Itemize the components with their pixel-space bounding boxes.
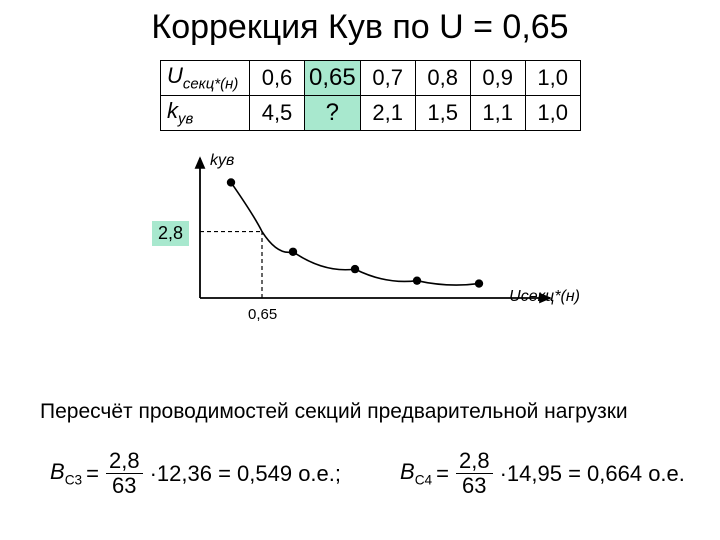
equation-bc4: BС4 = 2,8 63 ·14,95 = 0,664 о.е. bbox=[400, 450, 685, 497]
u-0.65: 0,65 bbox=[305, 61, 361, 96]
subtitle: Пересчёт проводимостей секций предварите… bbox=[40, 400, 680, 424]
k-0.6: 4,5 bbox=[250, 96, 305, 131]
y-annotation: 2,8 bbox=[152, 221, 189, 246]
equation-bc3: BС3 = 2,8 63 ·12,36 = 0,549 о.е.; bbox=[50, 450, 341, 497]
x-axis-label: Uсекц*(н) bbox=[509, 288, 580, 306]
y-axis-label: kув bbox=[210, 152, 234, 170]
k-1.0: 1,0 bbox=[525, 96, 580, 131]
row2-header: kув bbox=[161, 96, 250, 131]
u-0.7: 0,7 bbox=[360, 61, 415, 96]
page-title: Коррекция Кув по U = 0,65 bbox=[0, 8, 720, 47]
k-0.8: 1,5 bbox=[415, 96, 470, 131]
k-0.65: ? bbox=[305, 96, 361, 131]
row1-header: Uсекц*(н) bbox=[161, 61, 250, 96]
k-0.9: 1,1 bbox=[470, 96, 525, 131]
u-0.6: 0,6 bbox=[250, 61, 305, 96]
correction-table: Uсекц*(н) 0,6 0,65 0,7 0,8 0,9 1,0 kув 4… bbox=[160, 60, 581, 131]
x-tick-0.65: 0,65 bbox=[248, 306, 277, 323]
u-0.9: 0,9 bbox=[470, 61, 525, 96]
chart-area: kув Uсекц*(н) 2,8 0,65 bbox=[150, 148, 570, 338]
k-0.7: 2,1 bbox=[360, 96, 415, 131]
chart-svg bbox=[150, 148, 570, 338]
u-1.0: 1,0 bbox=[525, 61, 580, 96]
u-0.8: 0,8 bbox=[415, 61, 470, 96]
